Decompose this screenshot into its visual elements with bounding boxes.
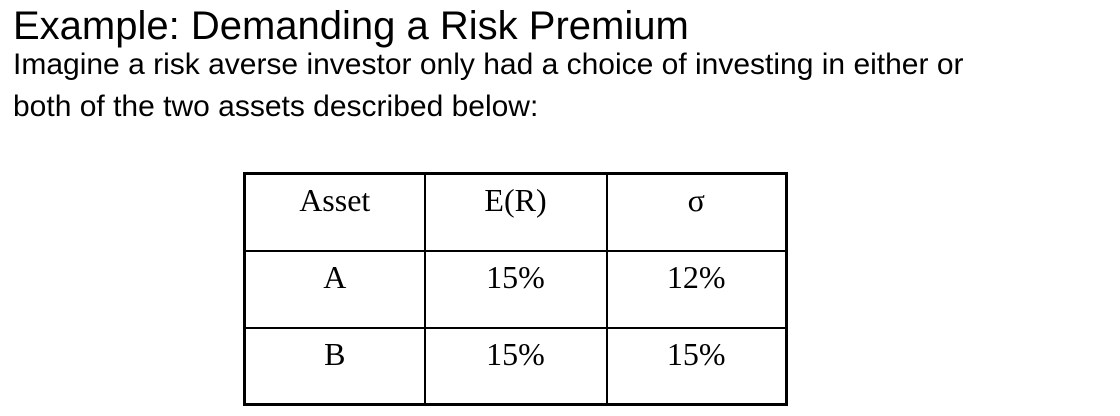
table-row: B 15% 15%	[243, 326, 788, 406]
table-row: A 15% 12%	[243, 249, 788, 329]
column-header-asset: Asset	[243, 172, 426, 252]
cell-asset-b: B	[243, 326, 426, 406]
cell-asset-a-expected-return: 15%	[423, 249, 608, 329]
column-header-sigma: σ	[605, 172, 788, 252]
cell-asset-b-expected-return: 15%	[423, 326, 608, 406]
cell-asset-a-sigma: 12%	[605, 249, 788, 329]
intro-line-1: Imagine a risk averse investor only had …	[13, 48, 964, 81]
column-header-expected-return: E(R)	[423, 172, 608, 252]
intro-paragraph: Imagine a risk averse investor only had …	[13, 44, 964, 128]
cell-asset-a: A	[243, 249, 426, 329]
page-title: Example: Demanding a Risk Premium	[13, 4, 689, 48]
asset-table: Asset E(R) σ A 15% 12% B 15% 15%	[243, 172, 788, 406]
cell-asset-b-sigma: 15%	[605, 326, 788, 406]
table-header-row: Asset E(R) σ	[243, 172, 788, 252]
intro-line-2: both of the two assets described below:	[13, 90, 539, 123]
